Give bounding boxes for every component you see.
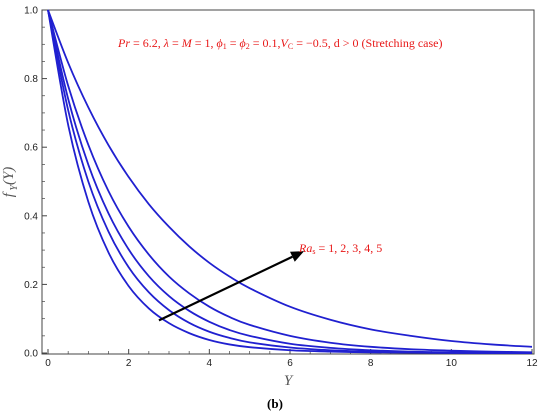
y-axis-title: f Y(Y) bbox=[1, 167, 20, 198]
x-tick-label: 4 bbox=[207, 358, 213, 369]
y-tick-label: 0.8 bbox=[24, 74, 38, 85]
annotation-top: Pr = 6.2, λ = M = 1, ϕ1 = ϕ2 = 0.1,VC = … bbox=[117, 36, 443, 51]
arrow-shaft bbox=[158, 255, 293, 322]
y-tick-label: 0.4 bbox=[24, 211, 38, 222]
figure-caption: (b) bbox=[267, 396, 283, 411]
annotation-arrow-label: Ras = 1, 2, 3, 4, 5 bbox=[298, 241, 382, 256]
series-line-5 bbox=[47, 9, 533, 348]
y-tick-label: 1.0 bbox=[24, 6, 38, 17]
y-tick-label: 0.2 bbox=[24, 280, 38, 291]
x-tick-label: 10 bbox=[446, 358, 458, 369]
series-line-1 bbox=[47, 9, 532, 354]
series-layer bbox=[47, 9, 533, 354]
x-tick-label: 12 bbox=[526, 358, 538, 369]
arrow-head bbox=[290, 251, 305, 262]
series-line-2 bbox=[47, 9, 533, 354]
x-tick-label: 8 bbox=[368, 358, 374, 369]
series-line-3 bbox=[47, 9, 533, 354]
x-tick-label: 6 bbox=[287, 358, 293, 369]
arrow-layer bbox=[158, 251, 305, 322]
x-tick-label: 0 bbox=[45, 358, 51, 369]
y-tick-label: 0.0 bbox=[24, 349, 38, 360]
ticks-layer: 0 2 4 6 8 10 12 0.0 0.2 0.4 0.6 0.8 1.0 bbox=[24, 6, 538, 370]
plot-frame bbox=[41, 9, 535, 355]
x-tick-label: 2 bbox=[126, 358, 132, 369]
x-axis-title: Y bbox=[284, 373, 294, 389]
series-line-4 bbox=[47, 9, 533, 354]
y-tick-label: 0.6 bbox=[24, 143, 38, 154]
